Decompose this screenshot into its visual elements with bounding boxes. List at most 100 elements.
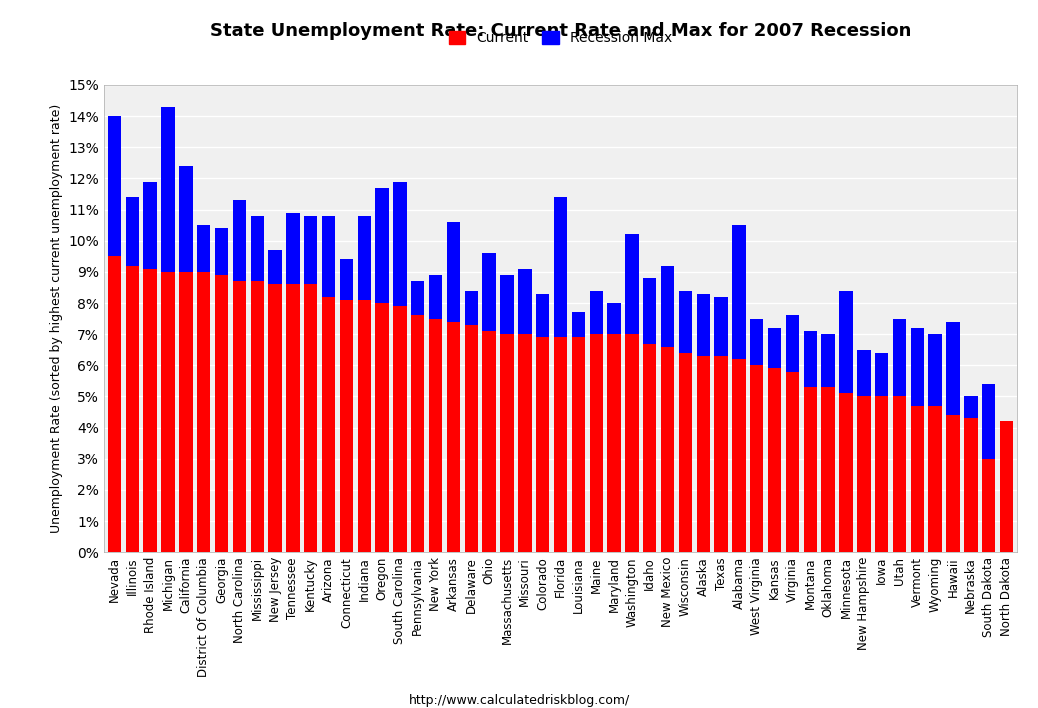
Bar xyxy=(143,269,157,552)
Bar xyxy=(197,225,211,272)
Bar xyxy=(446,222,460,321)
Bar xyxy=(322,297,335,552)
Bar xyxy=(625,234,638,334)
Bar xyxy=(500,334,514,552)
Bar xyxy=(126,266,139,552)
Bar xyxy=(964,396,978,418)
Bar xyxy=(572,337,585,552)
Bar xyxy=(411,316,425,552)
Bar xyxy=(143,181,157,269)
Bar xyxy=(518,334,531,552)
Bar xyxy=(108,116,121,256)
Bar xyxy=(286,212,300,285)
Bar xyxy=(233,200,246,281)
Bar xyxy=(483,331,496,552)
Bar xyxy=(875,396,889,552)
Bar xyxy=(304,285,318,552)
Bar xyxy=(786,372,799,552)
Title: State Unemployment Rate: Current Rate and Max for 2007 Recession: State Unemployment Rate: Current Rate an… xyxy=(210,23,911,40)
Bar xyxy=(180,166,193,272)
Bar xyxy=(607,303,621,334)
Bar xyxy=(875,353,889,396)
Bar xyxy=(161,107,174,272)
Bar xyxy=(964,418,978,552)
Bar xyxy=(554,197,567,337)
Bar xyxy=(607,334,621,552)
Bar xyxy=(696,294,710,356)
Bar xyxy=(803,387,817,552)
Bar xyxy=(590,334,603,552)
Bar xyxy=(893,319,906,396)
Bar xyxy=(803,331,817,387)
Bar xyxy=(714,297,728,356)
Bar xyxy=(661,266,675,347)
Bar xyxy=(857,396,871,552)
Bar xyxy=(286,285,300,552)
Bar xyxy=(180,272,193,552)
Bar xyxy=(750,365,764,552)
Bar xyxy=(768,368,782,552)
Bar xyxy=(840,290,852,394)
Bar xyxy=(233,281,246,552)
Bar xyxy=(928,406,941,552)
Bar xyxy=(661,347,675,552)
Bar xyxy=(108,256,121,552)
Bar xyxy=(446,321,460,552)
Bar xyxy=(1000,421,1013,552)
Bar xyxy=(215,275,228,552)
Bar xyxy=(393,306,407,552)
Bar xyxy=(269,285,281,552)
Bar xyxy=(518,269,531,334)
Bar xyxy=(893,396,906,552)
Bar xyxy=(376,303,389,552)
Bar xyxy=(357,216,371,300)
Bar xyxy=(197,272,211,552)
Bar xyxy=(821,334,835,387)
Bar xyxy=(572,312,585,337)
Bar xyxy=(643,278,656,343)
Bar xyxy=(857,350,871,396)
Bar xyxy=(376,188,389,303)
Bar xyxy=(465,325,479,552)
Bar xyxy=(750,319,764,365)
Bar xyxy=(714,356,728,552)
Bar xyxy=(982,384,995,459)
Bar xyxy=(250,216,264,281)
Bar xyxy=(429,319,442,552)
Bar xyxy=(554,337,567,552)
Bar xyxy=(947,321,960,415)
Y-axis label: Unemployment Rate (sorted by highest current unemployment rate): Unemployment Rate (sorted by highest cur… xyxy=(50,104,62,533)
Bar xyxy=(339,300,353,552)
Bar xyxy=(768,328,782,368)
Bar xyxy=(732,359,745,552)
Bar xyxy=(840,394,852,552)
Bar xyxy=(393,181,407,306)
Bar xyxy=(536,294,549,337)
Bar xyxy=(126,197,139,266)
Bar xyxy=(910,328,924,406)
Bar xyxy=(643,343,656,552)
Bar xyxy=(928,334,941,406)
Bar xyxy=(500,275,514,334)
Bar xyxy=(625,334,638,552)
Bar xyxy=(411,281,425,316)
Bar xyxy=(322,216,335,297)
Bar xyxy=(161,272,174,552)
Bar xyxy=(215,228,228,275)
Text: http://www.calculatedriskblog.com/: http://www.calculatedriskblog.com/ xyxy=(408,695,630,707)
Bar xyxy=(732,225,745,359)
Bar xyxy=(536,337,549,552)
Bar xyxy=(357,300,371,552)
Bar xyxy=(679,290,692,353)
Bar xyxy=(429,275,442,319)
Bar xyxy=(304,216,318,285)
Bar xyxy=(947,415,960,552)
Bar xyxy=(339,259,353,300)
Bar xyxy=(465,290,479,325)
Bar xyxy=(821,387,835,552)
Bar xyxy=(910,406,924,552)
Bar xyxy=(269,250,281,285)
Bar xyxy=(679,353,692,552)
Bar xyxy=(590,290,603,334)
Legend: Current, Recession Max: Current, Recession Max xyxy=(448,31,673,45)
